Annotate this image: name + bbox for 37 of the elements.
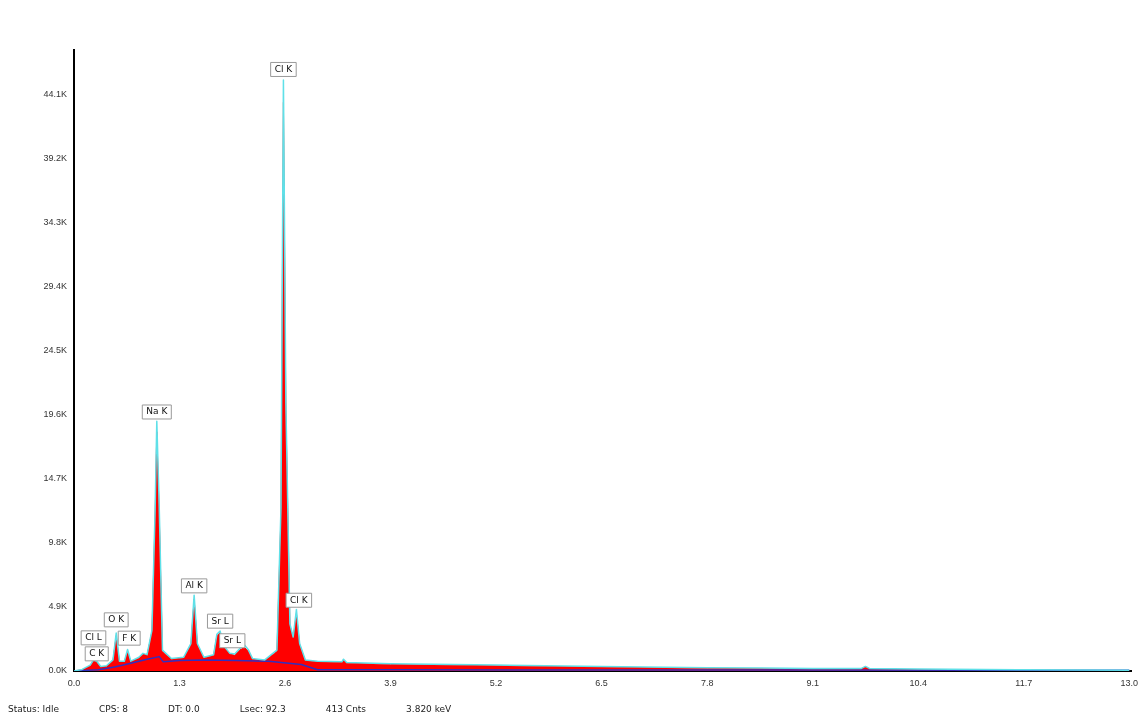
text: CPS: 8 <box>98 704 129 714</box>
annotation: Cl K <box>290 594 309 605</box>
x-tick-label: 3.9 <box>384 677 397 688</box>
text: Lsec: 92.3 <box>239 704 286 714</box>
y-tick-label: 19.6K <box>43 409 67 420</box>
x-tick-label: 6.5 <box>595 677 608 688</box>
y-tick-label: 39.2K <box>43 153 67 163</box>
annotation: Sr L <box>211 615 229 626</box>
x-tick-label: 7.8 <box>700 677 714 688</box>
annotation: Na K <box>146 406 169 417</box>
text: 413 Cnts <box>325 704 367 714</box>
y-tick-label: 14.7K <box>43 473 67 484</box>
x-tick-label: 9.1 <box>806 677 819 688</box>
annotation: Cl L <box>85 632 102 643</box>
annotation: C K <box>89 648 106 659</box>
x-tick-label: 13.0 <box>1120 677 1138 688</box>
annotation: Al K <box>185 580 204 591</box>
text: 3.820 keV <box>406 704 452 714</box>
y-tick-label: 44.1K <box>43 88 67 99</box>
y-tick-label: 4.9K <box>48 601 67 612</box>
x-tick-label: 5.2 <box>489 677 503 688</box>
annotation: Cl K <box>274 63 294 74</box>
y-tick-label: 0.0K <box>48 665 67 676</box>
annotation: F K <box>122 632 138 643</box>
x-tick-label: 0.0 <box>67 677 81 688</box>
text: Status: Idle <box>8 704 59 714</box>
text: DT: 0.0 <box>168 704 200 714</box>
annotation: Sr L <box>223 635 241 646</box>
x-tick-label: 11.7 <box>1015 677 1033 688</box>
y-tick-label: 29.4K <box>43 281 67 292</box>
y-tick-label: 9.8K <box>48 537 67 548</box>
y-tick-label: 34.3K <box>43 217 67 228</box>
y-tick-label: 24.5K <box>43 345 67 356</box>
x-tick-label: 1.3 <box>173 677 186 688</box>
annotation: O K <box>108 614 126 625</box>
x-tick-label: 10.4 <box>909 677 927 688</box>
x-tick-label: 2.6 <box>278 677 292 688</box>
